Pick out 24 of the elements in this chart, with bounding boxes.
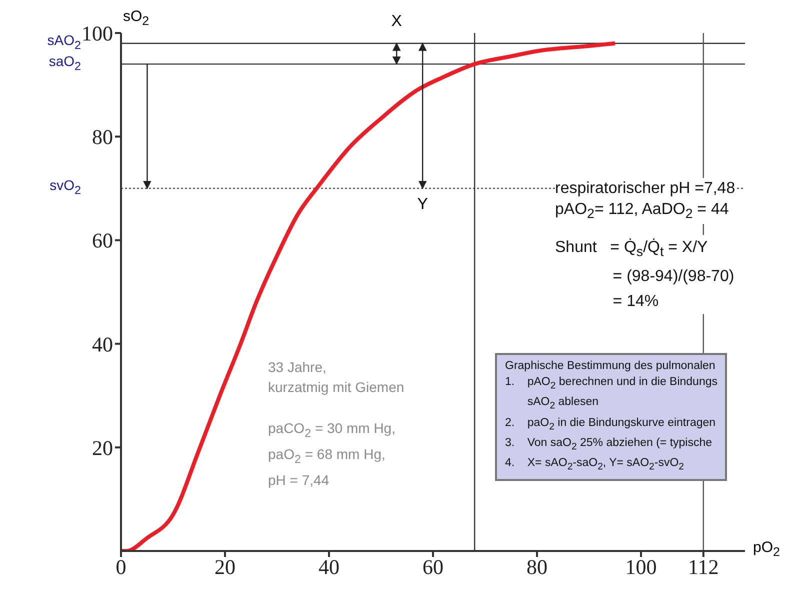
text: Graphische Bestimmung des pulmonalen 1. pAO$_{2}$ berechnen und in die Bindungs sAO$_{2}$ ablesen 2. paO$_{2}$ in die Bindungskurve eintragen 3. Von saO$_{2}$ 25% abziehen (= typische 4. X= sAO$_{2}$-saO$_{2}$, Y= sAO$_{2}$-svO$_{2}$ — [505, 360, 718, 472]
annotation: Y — [416, 196, 429, 214]
annotation: 33 Jahre, kurzatmig mit Giemen — [268, 358, 404, 397]
x-tick-label: 80 — [526, 554, 548, 579]
ref-line-label: sAO$_{2}$ — [47, 32, 81, 52]
y-tick-label: 20 — [92, 436, 113, 460]
x-tick-label: 100 — [625, 554, 657, 579]
y-axis-title: sO$_{2}$ — [123, 8, 150, 28]
x-tick-label: 40 — [318, 554, 340, 579]
x-tick-label: 112 — [688, 554, 719, 579]
y-tick-label: 60 — [92, 228, 113, 253]
annotation: Shunt = Q̇$_{s}$/Q̇$_{t}$ = X/Y = (98-94)/(98-70) = 14% — [555, 235, 734, 314]
y-tick-label: 40 — [92, 332, 113, 356]
y-tick-label: 100 — [82, 21, 113, 46]
ref-line-label: svO$_{2}$ — [50, 177, 81, 198]
ref-line-label: saO$_{2}$ — [48, 53, 81, 73]
y-tick-label: 80 — [92, 125, 113, 150]
x-tick-label: 20 — [214, 554, 236, 579]
annotation: X — [390, 13, 403, 32]
x-tick-label: 60 — [422, 554, 444, 579]
text: paCO$_{2}$ = 30 mm Hg, paO$_{2}$ = 68 mm Hg, pH = 7,44 — [268, 420, 396, 488]
x-axis-title: pO$_{2}$ — [753, 539, 780, 559]
annotation: respiratorischer pH =7,48 pAO$_{2}$= 112, AaDO$_{2}$ = 44 — [555, 178, 736, 224]
x-tick-label: 0 — [116, 554, 126, 579]
